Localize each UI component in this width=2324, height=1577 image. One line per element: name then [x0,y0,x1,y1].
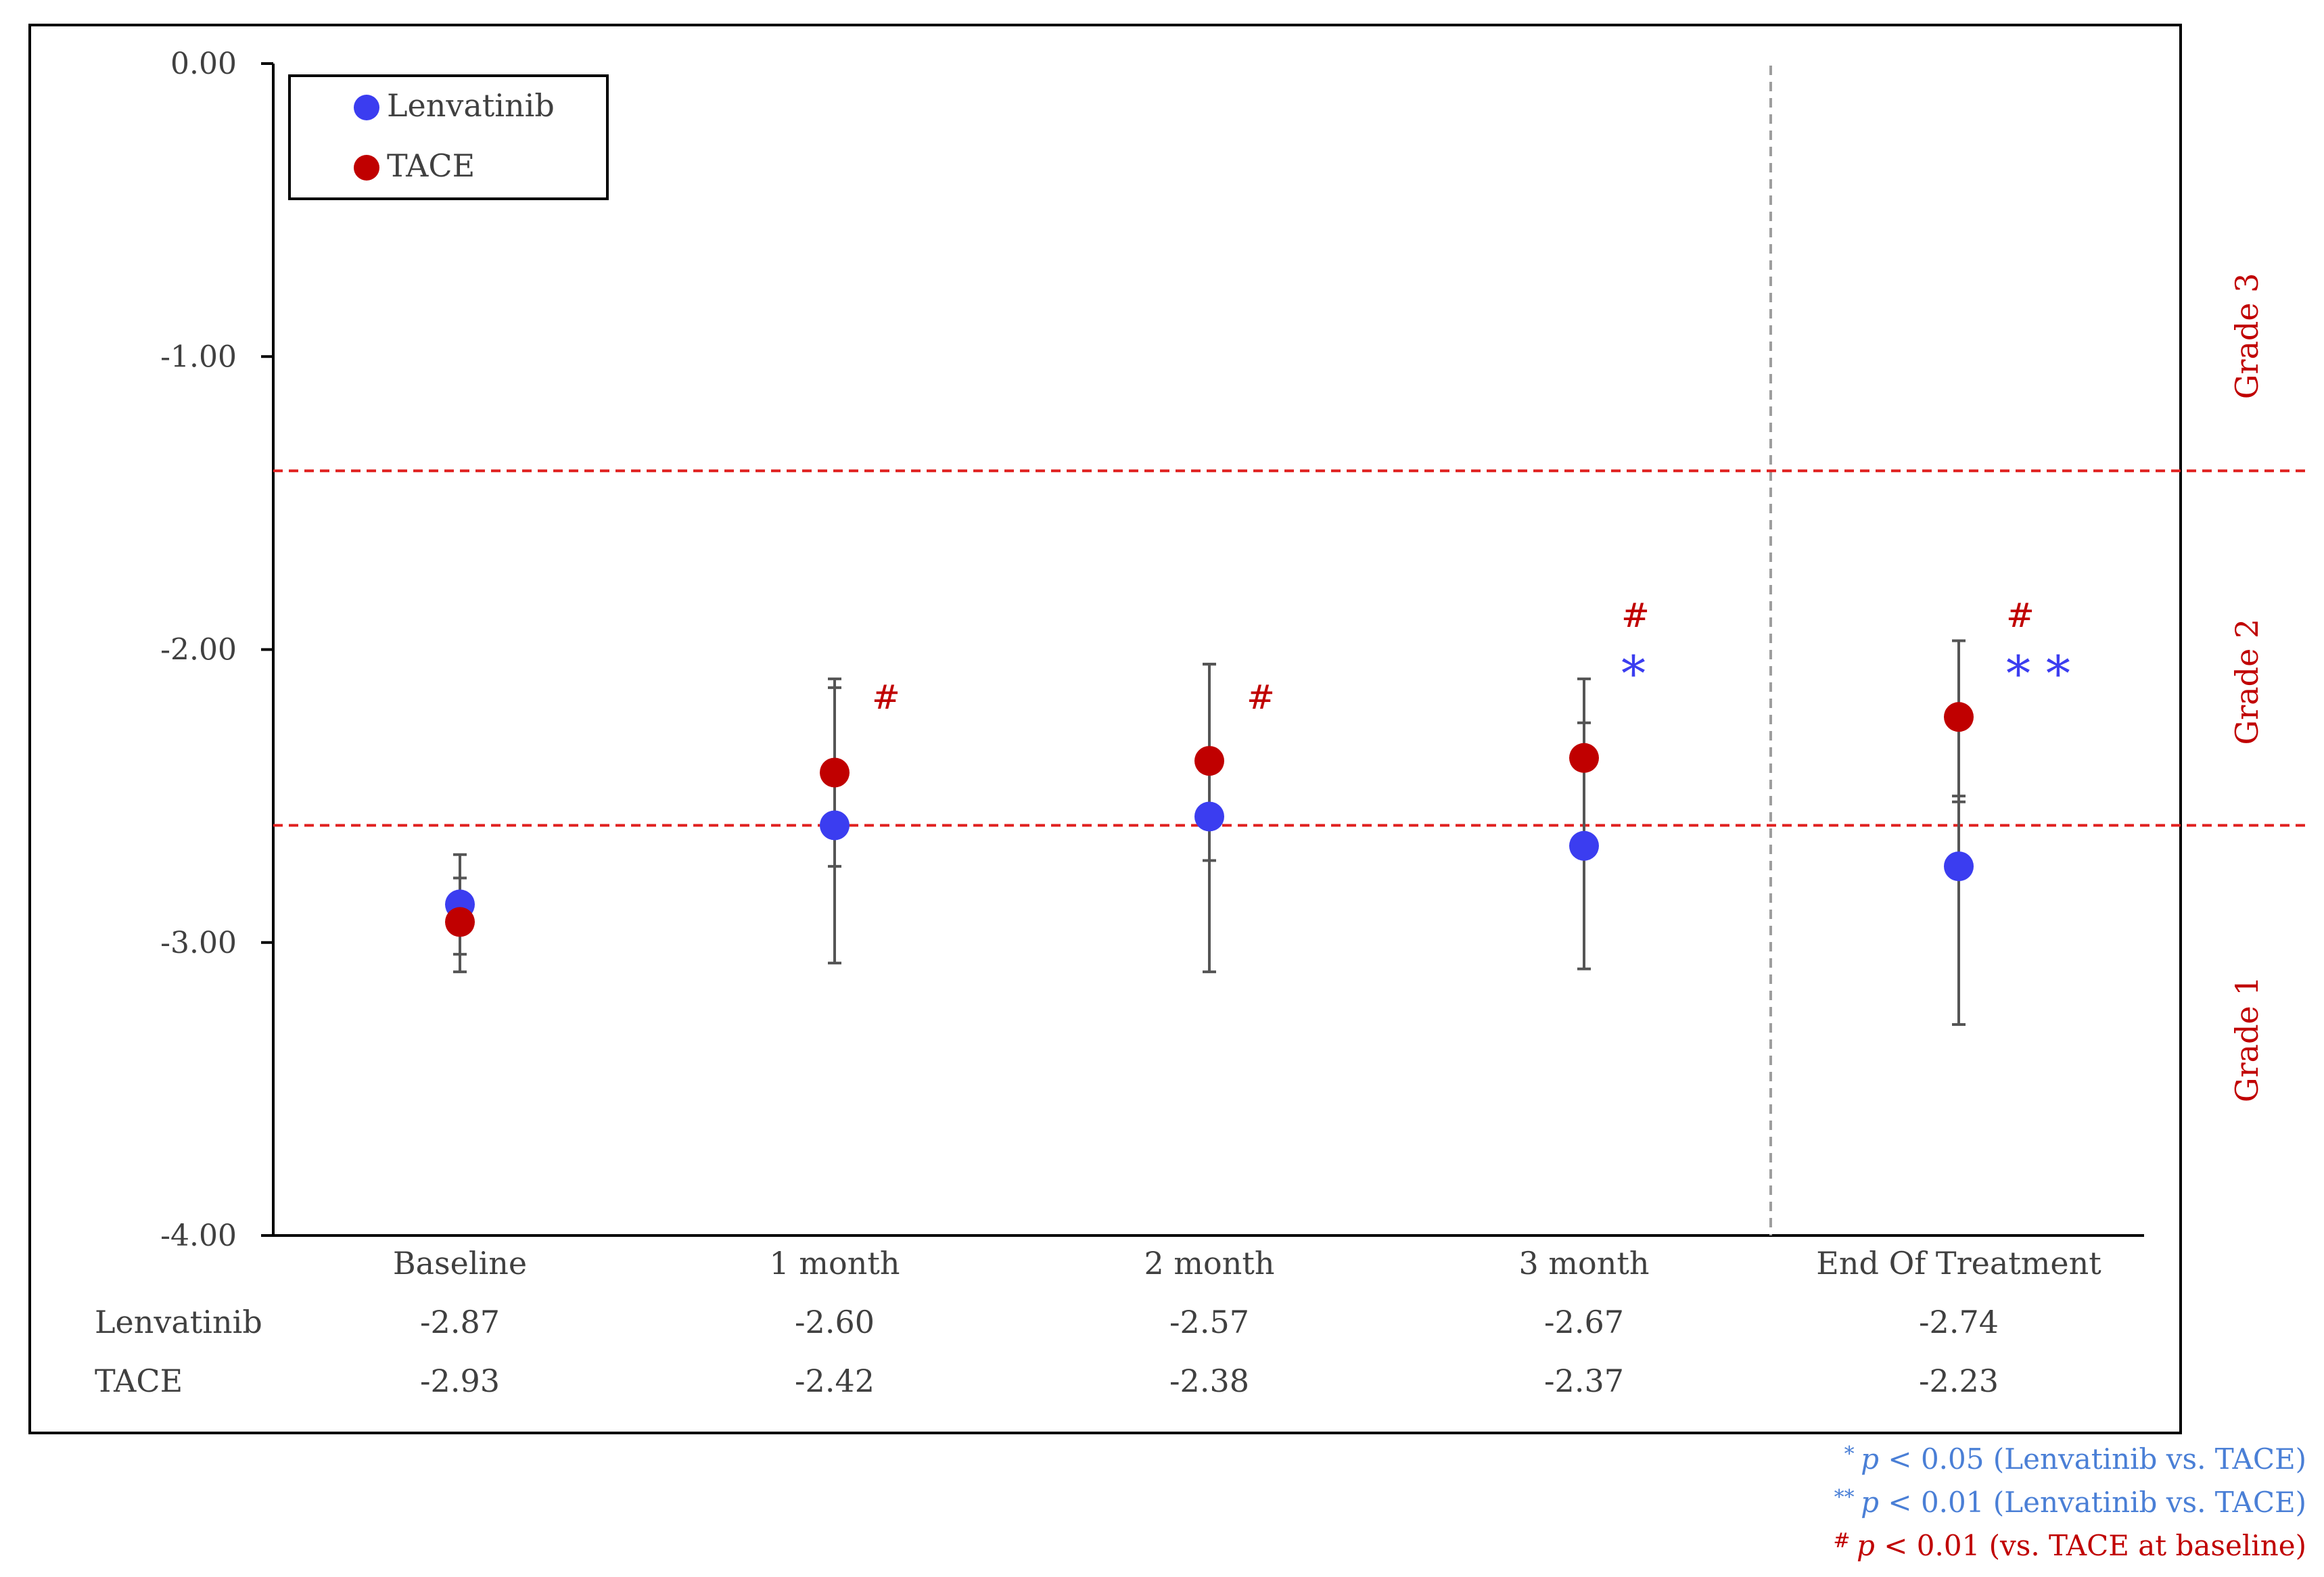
data-point-lenvatinib [1944,851,1974,882]
table-cell: -2.93 [420,1363,500,1399]
significance-hash: # [1247,678,1275,717]
y-tick-label: -4.00 [160,1219,237,1253]
category-label: Baseline [393,1245,527,1281]
footnote-1: * p < 0.05 (Lenvatinib vs. TACE) [1844,1442,2306,1476]
table-cell: -2.74 [1919,1304,1999,1340]
table-cell: -2.23 [1919,1363,1999,1399]
significance-star: * [1621,645,1646,702]
table-cell: -2.38 [1169,1363,1249,1399]
data-point-tace [1569,743,1599,773]
data-point-lenvatinib [1569,830,1599,861]
table-cell: -2.67 [1544,1304,1624,1340]
significance-hash: # [1621,596,1650,635]
error-bars [453,639,1966,1027]
legend-label-tace: TACE [387,147,475,184]
grade-labels: Grade 3 Grade 2 Grade 1 [2229,273,2265,1103]
table-cell: -2.37 [1544,1363,1624,1399]
table-row-label: Lenvatinib [95,1304,262,1340]
category-label: 3 month [1519,1245,1650,1281]
footnote-3: # p < 0.01 (vs. TACE at baseline) [1833,1529,2306,1562]
data-point-lenvatinib [820,810,850,841]
grade-label: Grade 2 [2229,619,2265,745]
y-tick-label: -2.00 [160,633,237,667]
grade-label: Grade 3 [2229,273,2265,400]
significance-hash: # [872,678,900,717]
table-row-label: TACE [95,1363,183,1399]
footnotes: * p < 0.05 (Lenvatinib vs. TACE) ** p < … [1833,1442,2306,1562]
table-cell: -2.57 [1169,1304,1249,1340]
data-points [445,702,1974,937]
legend-label-lenvatinib: Lenvatinib [387,87,555,124]
data-point-lenvatinib [1194,801,1224,832]
significance-hash: # [2006,596,2035,635]
table-cell: -2.60 [795,1304,875,1340]
data-point-tace [1944,702,1974,732]
legend-marker-tace [354,155,379,181]
table-cell: -2.42 [795,1363,875,1399]
table-cell: -2.87 [420,1304,500,1340]
y-ticks: 0.00 -1.00 -2.00 -3.00 -4.00 [160,47,273,1253]
footnote-2: ** p < 0.01 (Lenvatinib vs. TACE) [1834,1486,2306,1519]
legend-box [288,74,609,200]
legend-marker-lenvatinib [354,95,379,120]
significance-star: * * [2006,645,2070,702]
category-label: 2 month [1144,1245,1275,1281]
grade-label: Grade 1 [2229,976,2265,1102]
category-label: End Of Treatment [1816,1245,2101,1281]
category-label: 1 month [770,1245,900,1281]
y-tick-label: -1.00 [160,339,237,374]
data-point-tace [445,907,475,937]
y-tick-label: -3.00 [160,926,237,960]
y-tick-label: 0.00 [170,47,237,81]
legend: Lenvatinib TACE [288,74,609,200]
category-labels: Baseline 1 month 2 month 3 month End Of Trea… [393,1245,2101,1281]
significance-annotations: # # # * # * * [872,596,2070,717]
data-point-tace [820,757,850,788]
value-table: Lenvatinib -2.87 -2.60 -2.57 -2.67 -2.74 TACE -… [95,1304,1999,1399]
reference-lines [273,469,2306,827]
chart-frame [28,24,2182,1434]
data-point-tace [1194,746,1224,776]
